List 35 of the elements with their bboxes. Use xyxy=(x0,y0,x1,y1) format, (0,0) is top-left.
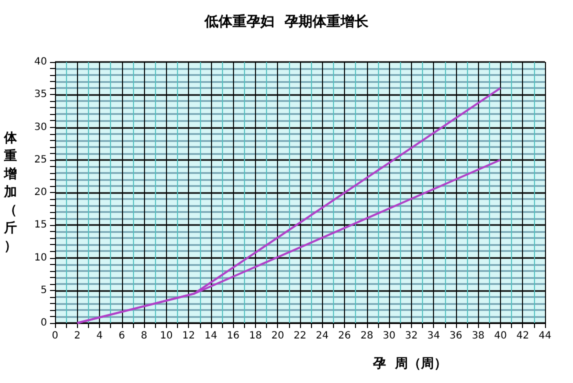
x-tick-label: 36 xyxy=(450,330,462,342)
x-tick-label: 14 xyxy=(204,330,218,342)
x-tick-label: 24 xyxy=(316,330,329,342)
x-tick-label: 16 xyxy=(226,330,240,342)
x-tick-label: 0 xyxy=(52,330,58,342)
x-tick-label: 2 xyxy=(74,330,80,342)
x-tick-label: 20 xyxy=(271,330,284,342)
x-tick-label: 4 xyxy=(96,330,103,342)
x-tick-label: 26 xyxy=(338,330,351,342)
x-tick-label: 28 xyxy=(360,330,374,342)
x-tick-label: 10 xyxy=(160,330,173,342)
y-tick-label: 0 xyxy=(40,318,47,328)
y-axis-title: 体重增加（斤） xyxy=(3,131,18,254)
x-tick-label: 18 xyxy=(249,330,262,342)
x-tick-label: 22 xyxy=(294,330,306,342)
y-tick-label: 10 xyxy=(34,252,47,264)
x-tick-label: 6 xyxy=(118,330,126,342)
chart-title: 低体重孕妇 孕期体重增长 xyxy=(204,14,370,30)
y-tick-label: 40 xyxy=(34,56,47,68)
x-tick-label: 8 xyxy=(140,330,148,342)
x-tick-label: 38 xyxy=(472,330,485,342)
x-tick-label: 42 xyxy=(516,330,530,342)
y-tick-label: 25 xyxy=(34,154,47,166)
x-tick-label: 32 xyxy=(404,330,418,342)
x-tick-label: 40 xyxy=(494,330,507,342)
y-tick-label: 30 xyxy=(34,122,47,133)
y-tick-label: 15 xyxy=(34,220,47,231)
y-tick-label: 35 xyxy=(34,89,47,100)
x-tick-label: 34 xyxy=(427,330,440,342)
x-tick-label: 12 xyxy=(182,330,196,342)
y-tick-label: 5 xyxy=(40,284,47,296)
x-tick-label: 30 xyxy=(382,330,396,342)
y-tick-label: 20 xyxy=(34,187,47,198)
x-tick-label: 44 xyxy=(538,330,552,342)
x-axis-title: 孕 周（周） xyxy=(372,356,448,372)
